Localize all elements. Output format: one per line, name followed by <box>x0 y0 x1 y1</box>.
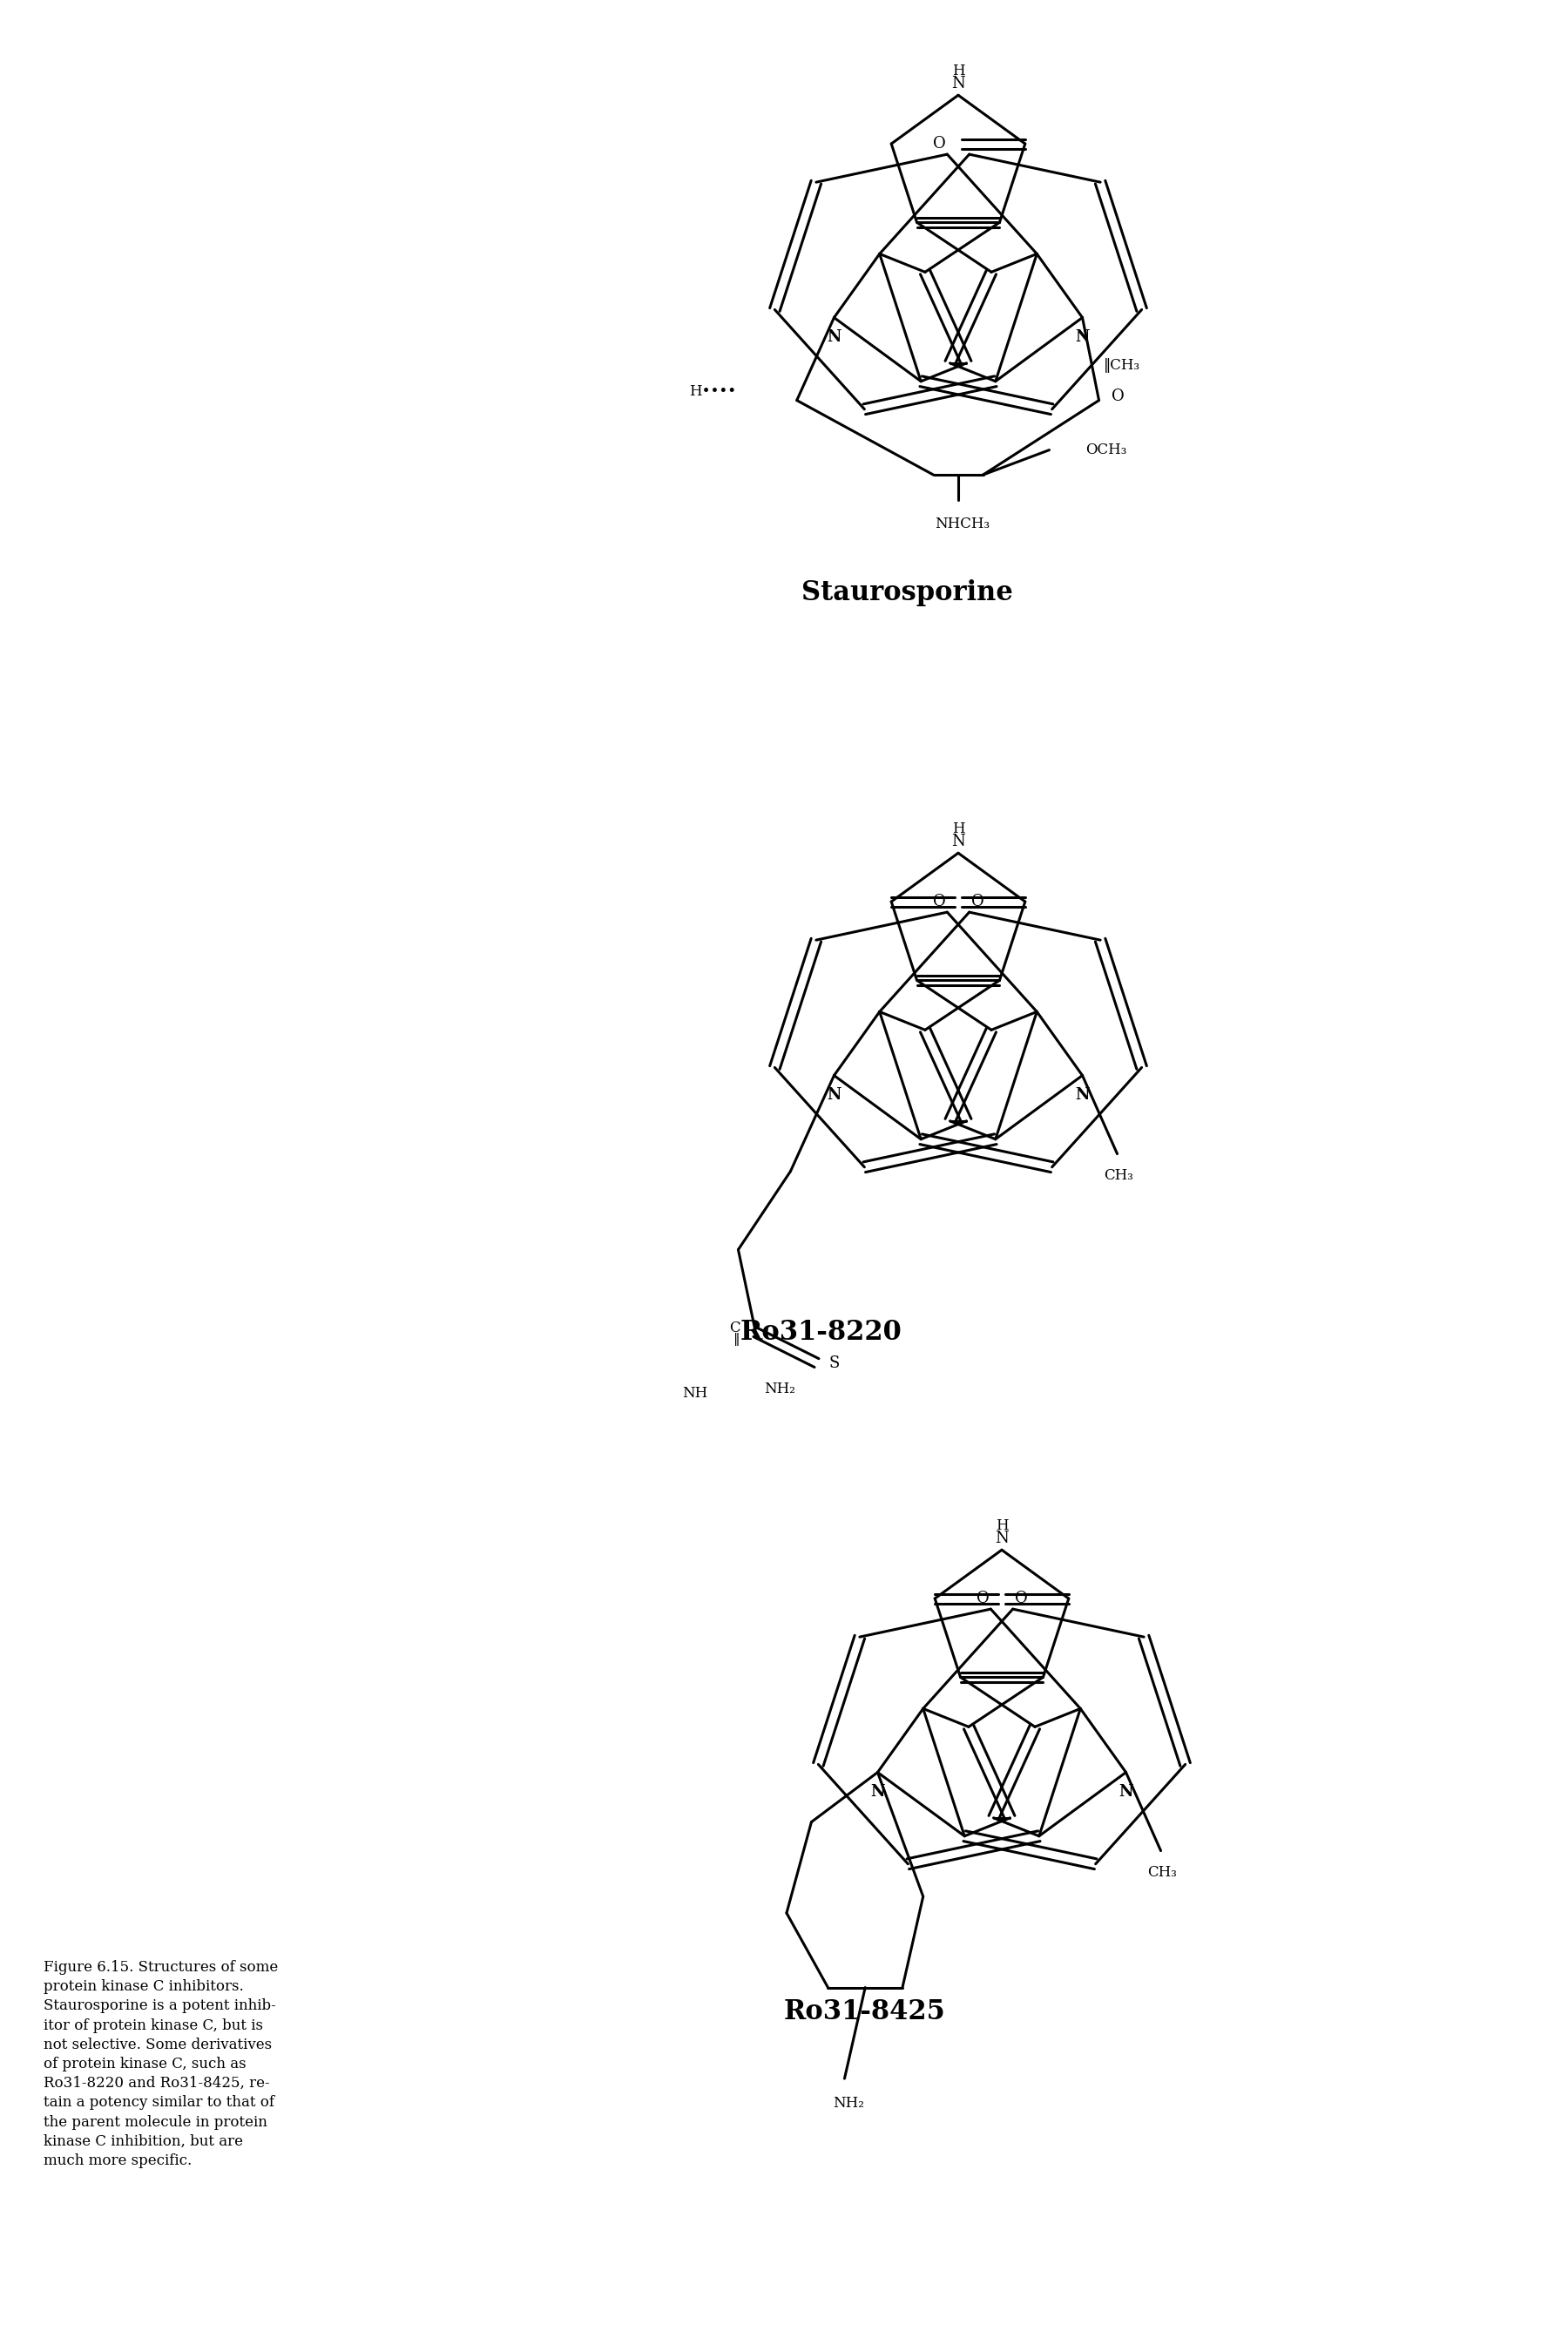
Text: NHCH₃: NHCH₃ <box>935 517 989 532</box>
Text: N: N <box>952 835 964 849</box>
Text: N: N <box>826 1087 842 1103</box>
Text: N: N <box>996 1531 1008 1548</box>
Text: ‖: ‖ <box>734 1334 740 1345</box>
Text: Figure 6.15. Structures of some
protein kinase C inhibitors.
Staurosporine is a : Figure 6.15. Structures of some protein … <box>44 1959 278 2169</box>
Text: N: N <box>952 75 964 92</box>
Text: N: N <box>1118 1783 1134 1799</box>
Text: N: N <box>1076 1087 1090 1103</box>
Text: ‖CH₃: ‖CH₃ <box>1104 358 1140 374</box>
Text: O: O <box>971 894 983 910</box>
Text: Ro31-8220: Ro31-8220 <box>740 1319 902 1345</box>
Text: O: O <box>933 136 946 151</box>
Text: Ro31-8425: Ro31-8425 <box>784 1999 946 2025</box>
Text: C: C <box>729 1322 740 1336</box>
Text: N: N <box>1076 329 1090 346</box>
Text: O: O <box>977 1590 989 1606</box>
Text: CH₃: CH₃ <box>1104 1169 1134 1183</box>
Text: H: H <box>952 64 964 78</box>
Text: NH: NH <box>682 1385 707 1402</box>
Text: NH₂: NH₂ <box>764 1381 795 1397</box>
Text: Staurosporine: Staurosporine <box>801 579 1013 607</box>
Text: H: H <box>996 1517 1008 1534</box>
Text: NH₂: NH₂ <box>833 2096 864 2110</box>
Text: OCH₃: OCH₃ <box>1085 442 1127 456</box>
Text: N: N <box>870 1783 884 1799</box>
Text: H••••: H•••• <box>688 383 735 400</box>
Text: H: H <box>952 821 964 835</box>
Text: CH₃: CH₃ <box>1148 1865 1178 1879</box>
Text: O: O <box>933 894 946 910</box>
Text: S: S <box>828 1355 839 1371</box>
Text: O: O <box>1014 1590 1027 1606</box>
Text: O: O <box>1112 388 1124 405</box>
Text: N: N <box>826 329 842 346</box>
